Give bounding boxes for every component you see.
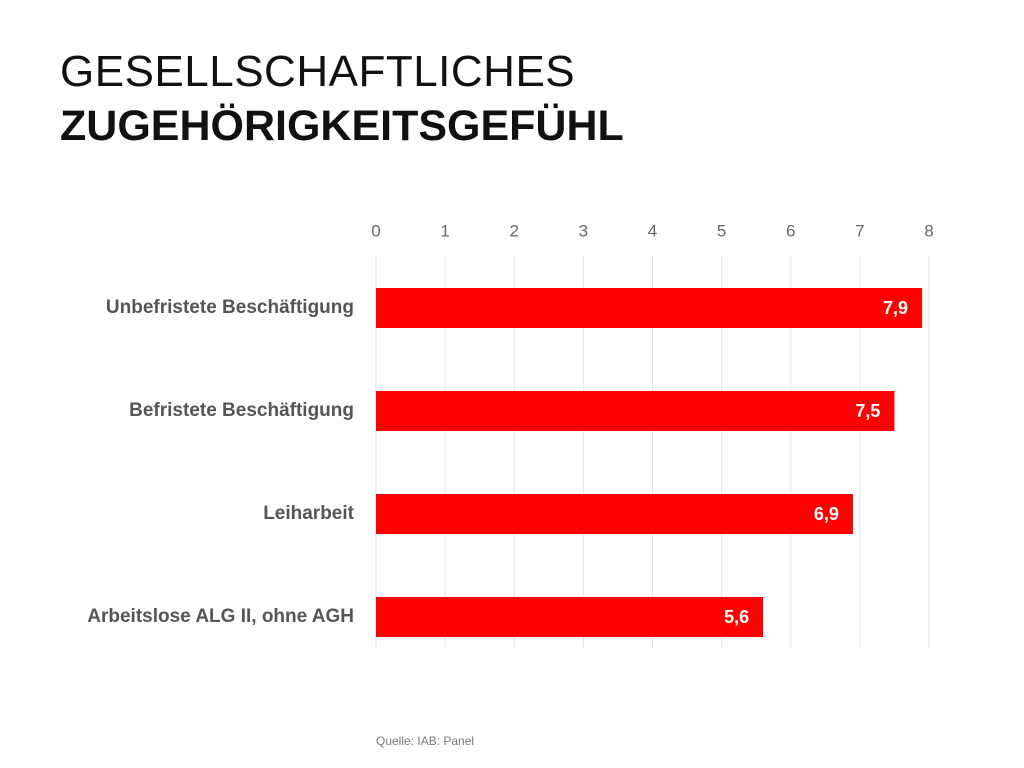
x-tick-label: 5: [717, 221, 726, 240]
x-tick-label: 1: [440, 221, 449, 240]
category-label: Befristete Beschäftigung: [129, 400, 354, 421]
x-tick-label: 6: [786, 221, 795, 240]
x-tick-label: 0: [371, 221, 380, 240]
value-label: 7,9: [883, 298, 908, 318]
source-note: Quelle: IAB: Panel: [376, 734, 475, 748]
value-label: 7,5: [855, 401, 880, 421]
bar: [376, 288, 923, 328]
bar: [376, 597, 764, 637]
category-label: Unbefristete Beschäftigung: [106, 297, 354, 318]
x-axis-ticks: 0 1 2 3 4 5 6 7 8: [371, 221, 933, 240]
bars: [376, 288, 923, 637]
x-tick-label: 2: [510, 221, 519, 240]
bar: [376, 494, 853, 534]
value-label: 5,6: [724, 607, 749, 627]
title-line-2: ZUGEHÖRIGKEITSGEFÜHL: [60, 102, 624, 150]
category-label: Arbeitslose ALG II, ohne AGH: [87, 606, 354, 627]
slide-title: GESELLSCHAFTLICHES ZUGEHÖRIGKEITSGEFÜHL: [60, 44, 624, 152]
title-line-1: GESELLSCHAFTLICHES: [60, 47, 576, 96]
category-labels: Unbefristete Beschäftigung Befristete Bes…: [87, 297, 354, 627]
x-tick-label: 4: [648, 221, 657, 240]
x-tick-label: 7: [855, 221, 864, 240]
bar: [376, 391, 895, 431]
x-tick-label: 3: [579, 221, 588, 240]
x-tick-label: 8: [924, 221, 933, 240]
value-labels: 7,9 7,5 6,9 5,6: [724, 298, 908, 627]
value-label: 6,9: [814, 504, 839, 524]
category-label: Leiharbeit: [263, 503, 354, 524]
